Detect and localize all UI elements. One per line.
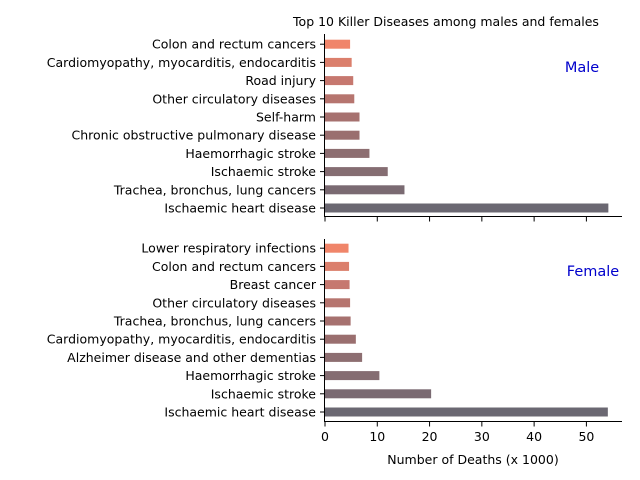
male-panel-label: Male	[565, 60, 599, 76]
female-bars	[325, 243, 608, 417]
female-bar	[325, 371, 380, 381]
male-category-label: Colon and rectum cancers	[152, 37, 316, 52]
male-bar	[325, 94, 355, 104]
male-category-label: Self-harm	[256, 110, 316, 125]
male-bar	[325, 167, 388, 177]
male-bar	[325, 57, 352, 67]
male-bar	[325, 130, 360, 140]
female-x-tick-label: 50	[578, 429, 594, 444]
female-bar	[325, 334, 356, 344]
female-x-tick-label: 10	[369, 429, 385, 444]
male-x-ticks	[324, 217, 587, 222]
male-bars	[325, 39, 609, 213]
female-category-label: Ischaemic stroke	[211, 386, 317, 401]
female-x-tick-label: 30	[474, 429, 490, 444]
male-bar	[325, 148, 370, 158]
female-category-label: Colon and rectum cancers	[152, 259, 316, 274]
female-category-label: Breast cancer	[230, 277, 317, 292]
female-panel: Female Ischaemic heart diseaseIschaemic …	[47, 239, 622, 444]
female-x-ticks: 0 10 20 30 40 50	[321, 422, 594, 444]
female-category-label: Haemorrhagic stroke	[185, 368, 316, 383]
female-bar	[325, 280, 350, 290]
female-bar	[325, 352, 363, 362]
male-category-label: Other circulatory diseases	[152, 91, 316, 106]
chart-title: Top 10 Killer Diseases among males and f…	[292, 14, 599, 29]
male-panel: Male Ischaemic heart disease Trachea, bro…	[47, 34, 622, 222]
male-category-label: Haemorrhagic stroke	[185, 146, 316, 161]
male-category-label: Chronic obstructive pulmonary disease	[72, 128, 317, 143]
male-bar	[325, 112, 360, 122]
female-bar	[325, 298, 351, 308]
female-category-label: Ischaemic heart disease	[164, 405, 316, 420]
female-panel-label: Female	[567, 264, 620, 280]
male-category-labels: Ischaemic heart disease Trachea, bronchus…	[47, 37, 325, 216]
male-category-label: Cardiomyopathy, myocarditis, endocarditi…	[47, 55, 316, 70]
female-category-label: Alzheimer disease and other dementias	[67, 350, 316, 365]
male-bar	[325, 203, 609, 213]
male-category-label: Road injury	[245, 73, 316, 88]
female-category-labels: Ischaemic heart disease Ischaemic stroke H…	[47, 241, 325, 420]
female-x-tick-label: 0	[321, 429, 329, 444]
female-bar	[325, 261, 350, 271]
female-category-label: Other circulatory diseases	[152, 295, 316, 310]
female-category-label: Cardiomyopathy, myocarditis, endocarditi…	[47, 332, 316, 347]
male-bar	[325, 39, 351, 49]
x-axis-label: Number of Deaths (x 1000)	[387, 452, 558, 467]
female-bar	[325, 316, 351, 326]
female-bar	[325, 407, 608, 417]
male-category-label: Trachea, bronchus, lung cancers	[113, 182, 316, 197]
male-category-label: Ischaemic heart disease	[164, 201, 316, 216]
female-x-tick-label: 20	[422, 429, 438, 444]
female-category-label: Lower respiratory infections	[141, 241, 316, 256]
female-category-label: Trachea, bronchus, lung cancers	[113, 314, 316, 329]
female-bar	[325, 243, 349, 253]
male-bar	[325, 76, 354, 86]
female-x-tick-label: 40	[526, 429, 542, 444]
male-bar	[325, 185, 405, 195]
male-category-label: Ischaemic stroke	[211, 164, 317, 179]
female-bar	[325, 389, 432, 399]
